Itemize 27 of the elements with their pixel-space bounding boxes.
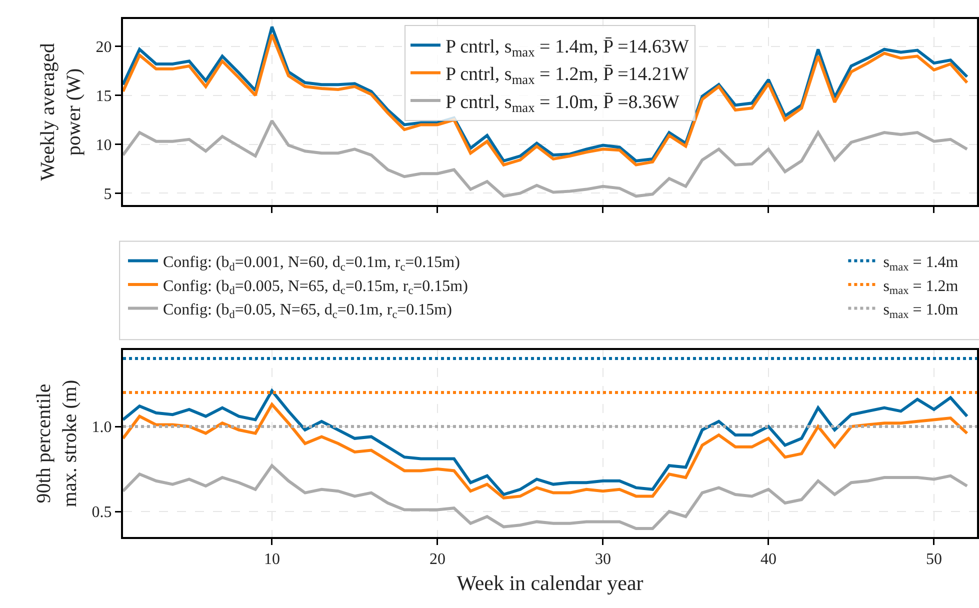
line-series — [123, 402, 969, 500]
legend-label: Config: (b$_{d}$=0.05, N=65, d$_{c}$=0.1m, r$_{c}$=0.15m) — [163, 302, 452, 321]
x-tick-label: 50 — [926, 551, 942, 568]
y-tick-label: 5 — [104, 186, 112, 203]
legend-label: P cntrl, s$_{max}$ = 1.0m, P̄ =8.36W — [446, 92, 680, 115]
legend-label: P cntrl, s$_{max}$ = 1.4m, P̄ =14.63W — [446, 36, 690, 60]
y-tick-label: 0.5 — [92, 504, 112, 522]
y-tick-label: 10 — [96, 136, 112, 154]
x-axis-title: Week in calendar year — [456, 570, 644, 595]
y-tick-label: 1.0 — [92, 419, 112, 436]
y-axis-title: 90th percentile max. stroke (m) — [32, 380, 81, 508]
y-tick-label: 15 — [96, 88, 112, 105]
legend-label: Config: (b$_{d}$=0.001, N=60, d$_{c}$=0.1m, r$_{c}$=0.15m) — [163, 254, 460, 274]
legend-label: P cntrl, s$_{max}$ = 1.2m, P̄ =14.21W — [446, 64, 690, 88]
y-tick-label: 20 — [96, 39, 112, 56]
x-tick-label: 20 — [429, 551, 446, 568]
legend-label: s$_{max}$ = 1.2m — [883, 278, 959, 298]
x-tick-label: 30 — [594, 551, 611, 568]
line-series — [123, 119, 969, 198]
x-tick-label: 10 — [264, 551, 280, 568]
x-tick-label: 40 — [760, 551, 776, 568]
legend-label: Config: (b$_{d}$=0.005, N=65, d$_{c}$=0.15m, r$_{c}$=0.15m) — [163, 278, 468, 298]
line-series — [123, 389, 969, 496]
y-axis-title: Weekly averaged power (W) — [36, 43, 85, 181]
legend-label: s$_{max}$ = 1.4m — [883, 254, 959, 274]
legend-label: s$_{max}$ = 1.0m — [883, 302, 959, 321]
line-series — [123, 464, 969, 530]
